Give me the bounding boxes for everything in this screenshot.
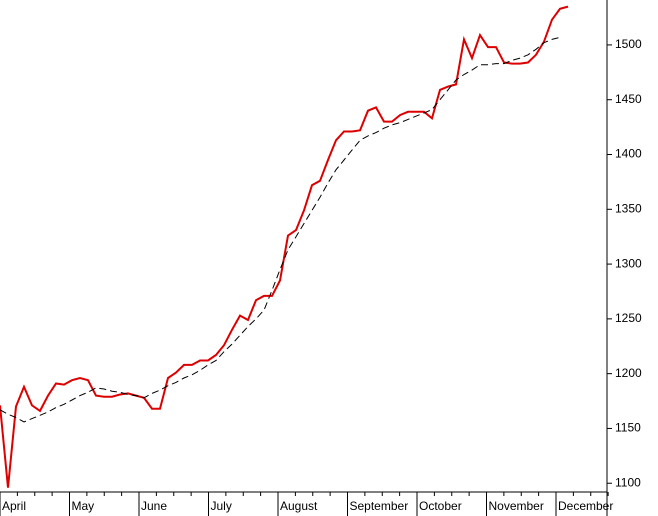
x-tick-label: July <box>211 499 232 513</box>
y-tick-label: 1250 <box>615 311 642 325</box>
x-tick-label: December <box>558 499 613 513</box>
x-tick-label: October <box>419 499 462 513</box>
x-tick-label: May <box>72 499 95 513</box>
y-tick-label: 1350 <box>615 201 642 215</box>
x-tick-label: September <box>350 499 409 513</box>
y-tick-label: 1150 <box>615 421 641 435</box>
x-axis-strip <box>0 492 607 516</box>
y-tick-label: 1400 <box>615 147 642 161</box>
y-tick-label: 1450 <box>615 92 642 106</box>
y-tick-label: 1200 <box>615 366 642 380</box>
y-tick-label: 1500 <box>615 37 642 51</box>
y-tick-label: 1100 <box>615 475 641 489</box>
y-tick-label: 1300 <box>615 256 642 270</box>
series-line <box>0 36 561 423</box>
series-line <box>0 5 569 488</box>
x-tick-label: November <box>489 499 544 513</box>
x-tick-label: April <box>2 499 26 513</box>
x-tick-label: June <box>141 499 167 513</box>
x-tick-label: August <box>280 499 318 513</box>
